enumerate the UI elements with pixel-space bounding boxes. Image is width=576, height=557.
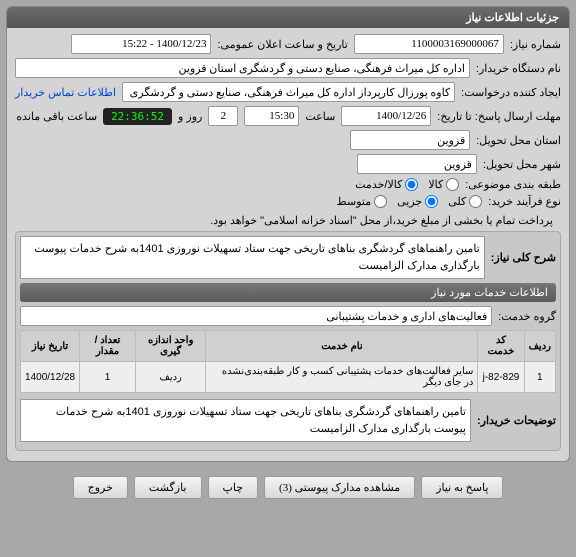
services-table: ردیف کد خدمت نام خدمت واحد اندازه گیری ت…	[20, 330, 556, 393]
th-2: نام خدمت	[206, 331, 478, 362]
footer-buttons: پاسخ به نیاز مشاهده مدارک پیوستی (3) چاپ…	[0, 468, 576, 507]
exit-button[interactable]: خروج	[73, 476, 128, 499]
city-label: شهر محل تحویل:	[483, 158, 561, 171]
buyer-note-label: توضیحات خریدار:	[477, 414, 556, 427]
th-3: واحد اندازه گیری	[135, 331, 206, 362]
deadline-time	[244, 106, 299, 126]
td-2: سایر فعالیت‌های خدمات پشتیبانی کسب و کار…	[206, 362, 478, 393]
radio-kala[interactable]	[446, 178, 459, 191]
group-field	[20, 306, 492, 326]
purchase-type-group: کلی جزیی متوسط	[337, 195, 483, 208]
buyer-label: نام دستگاه خریدار:	[476, 62, 561, 75]
city-field	[357, 154, 477, 174]
province-field	[350, 130, 470, 150]
services-header: اطلاعات خدمات مورد نیاز	[20, 283, 556, 302]
purchase-type-label: نوع فرآیند خرید:	[488, 195, 561, 208]
subject-type-label: طبقه بندی موضوعی:	[465, 178, 561, 191]
purchase-note: پرداخت تمام یا بخشی از مبلغ خرید،از محل …	[210, 214, 553, 227]
main-desc-label: شرح کلی نیاز:	[491, 251, 556, 264]
days-label: روز و	[178, 110, 202, 123]
deadline-label: مهلت ارسال پاسخ: تا تاریخ:	[437, 110, 561, 123]
days-field	[208, 106, 238, 126]
radio-motavaset[interactable]	[374, 195, 387, 208]
answer-button[interactable]: پاسخ به نیاز	[421, 476, 503, 499]
kolli-label: کلی	[448, 195, 466, 208]
main-desc-text: تامین راهنماهای گردشگری بناهای تاریخی جه…	[20, 236, 485, 279]
desc-section: شرح کلی نیاز: تامین راهنماهای گردشگری بن…	[15, 231, 561, 451]
radio-kolli[interactable]	[469, 195, 482, 208]
td-3: ردیف	[135, 362, 206, 393]
back-button[interactable]: بازگشت	[134, 476, 202, 499]
th-0: ردیف	[524, 331, 555, 362]
announce-field	[71, 34, 211, 54]
radio-jozi[interactable]	[425, 195, 438, 208]
jozi-label: جزیی	[397, 195, 422, 208]
announce-label: تاریخ و ساعت اعلان عمومی:	[217, 38, 347, 51]
td-4: 1	[80, 362, 136, 393]
remain-label: ساعت باقی مانده	[16, 110, 97, 123]
table-header-row: ردیف کد خدمت نام خدمت واحد اندازه گیری ت…	[21, 331, 556, 362]
creator-field	[122, 82, 455, 102]
td-5: 1400/12/28	[21, 362, 80, 393]
province-label: استان محل تحویل:	[476, 134, 561, 147]
countdown-timer: 22:36:52	[103, 108, 172, 125]
panel-title: جزئیات اطلاعات نیاز	[7, 7, 569, 28]
group-label: گروه خدمت:	[498, 310, 556, 323]
motavaset-label: متوسط	[337, 195, 372, 208]
buyer-note-text: تامین راهنماهای گردشگری بناهای تاریخی جه…	[20, 399, 471, 442]
time-label: ساعت	[305, 110, 335, 123]
creator-label: ایجاد کننده درخواست:	[461, 86, 561, 99]
th-4: تعداد / مقدار	[80, 331, 136, 362]
buyer-field	[15, 58, 470, 78]
radio-khadamat[interactable]	[405, 178, 418, 191]
need-no-label: شماره نیاز:	[510, 38, 561, 51]
need-no-field	[354, 34, 504, 54]
th-1: کد خدمت	[478, 331, 524, 362]
kala-label: کالا	[428, 178, 443, 191]
attachments-button[interactable]: مشاهده مدارک پیوستی (3)	[264, 476, 415, 499]
subject-type-group: کالا کالا/خدمت	[355, 178, 459, 191]
print-button[interactable]: چاپ	[208, 476, 259, 499]
table-row[interactable]: 1 j-82-829 سایر فعالیت‌های خدمات پشتیبان…	[21, 362, 556, 393]
deadline-date	[341, 106, 431, 126]
td-0: 1	[524, 362, 555, 393]
td-1: j-82-829	[478, 362, 524, 393]
khadamat-label: کالا/خدمت	[355, 178, 402, 191]
th-5: تاریخ نیاز	[21, 331, 80, 362]
panel-body: شماره نیاز: تاریخ و ساعت اعلان عمومی: نا…	[7, 28, 569, 461]
main-panel: جزئیات اطلاعات نیاز شماره نیاز: تاریخ و …	[6, 6, 570, 462]
buyer-contact-link[interactable]: اطلاعات تماس خریدار	[15, 86, 116, 99]
